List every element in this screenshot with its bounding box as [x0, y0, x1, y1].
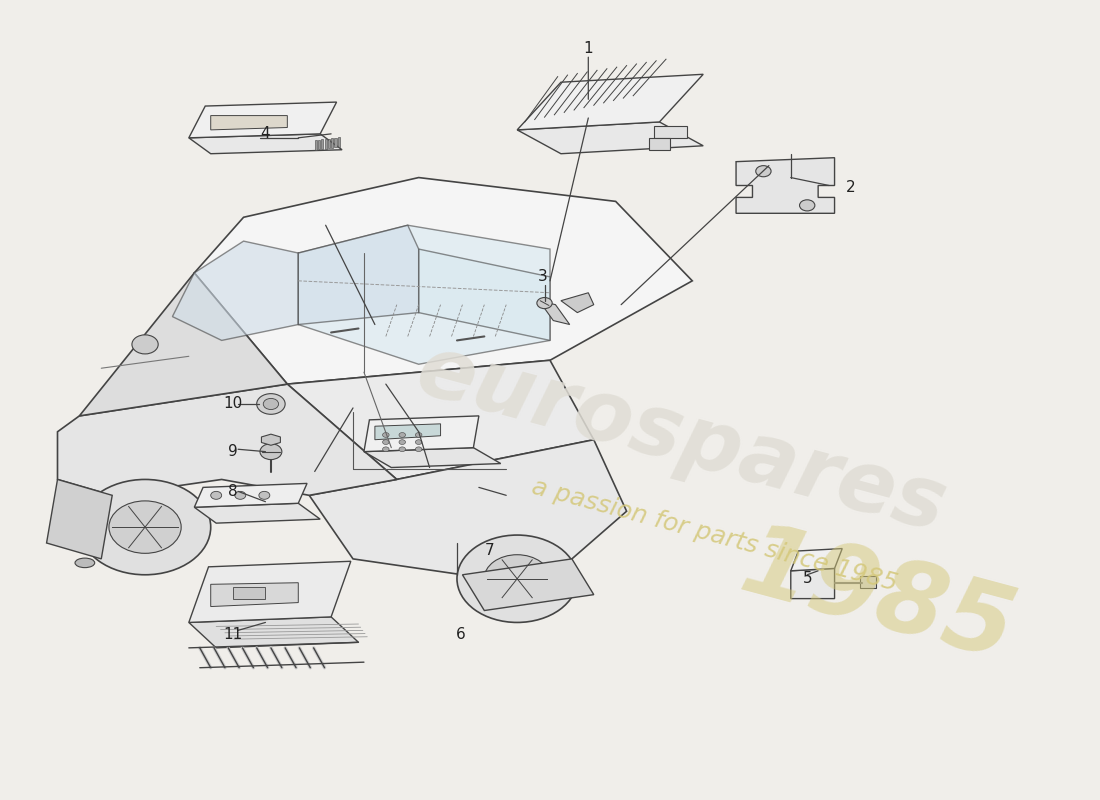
Text: a passion for parts since 1985: a passion for parts since 1985	[529, 474, 900, 595]
Polygon shape	[462, 559, 594, 610]
Polygon shape	[791, 569, 835, 598]
Polygon shape	[57, 384, 397, 495]
Polygon shape	[189, 134, 342, 154]
Polygon shape	[189, 562, 351, 622]
Polygon shape	[561, 293, 594, 313]
Polygon shape	[195, 503, 320, 523]
Polygon shape	[262, 434, 280, 446]
Polygon shape	[211, 582, 298, 606]
Bar	[318, 140, 320, 150]
Circle shape	[211, 491, 222, 499]
Bar	[334, 138, 337, 147]
Ellipse shape	[75, 558, 95, 568]
Circle shape	[756, 166, 771, 177]
Polygon shape	[309, 440, 627, 574]
Polygon shape	[364, 416, 478, 452]
Circle shape	[109, 501, 182, 554]
Circle shape	[484, 554, 550, 602]
Polygon shape	[79, 273, 287, 416]
Polygon shape	[419, 249, 550, 341]
Text: eurospares: eurospares	[408, 329, 955, 550]
Polygon shape	[189, 102, 337, 138]
Circle shape	[456, 535, 578, 622]
Text: 8: 8	[228, 484, 238, 499]
Circle shape	[399, 433, 406, 438]
Polygon shape	[539, 301, 570, 325]
Circle shape	[383, 440, 389, 445]
Bar	[338, 138, 340, 147]
Text: 9: 9	[228, 444, 238, 459]
Circle shape	[537, 298, 552, 309]
Circle shape	[263, 398, 278, 410]
Polygon shape	[298, 226, 550, 364]
Text: 4: 4	[261, 126, 271, 142]
Text: 11: 11	[223, 627, 242, 642]
Text: 1985: 1985	[732, 516, 1025, 682]
Polygon shape	[791, 549, 843, 571]
Circle shape	[383, 433, 389, 438]
Circle shape	[383, 447, 389, 452]
Circle shape	[260, 444, 282, 459]
Bar	[328, 138, 330, 148]
Bar	[315, 140, 317, 150]
Polygon shape	[364, 448, 500, 467]
Circle shape	[256, 394, 285, 414]
Text: 5: 5	[802, 571, 812, 586]
Bar	[321, 139, 323, 149]
Text: 6: 6	[455, 627, 465, 642]
Polygon shape	[649, 138, 670, 150]
Polygon shape	[654, 126, 686, 138]
Text: 1: 1	[583, 42, 593, 56]
Polygon shape	[287, 360, 594, 479]
Polygon shape	[211, 115, 287, 130]
Circle shape	[399, 447, 406, 452]
Polygon shape	[46, 479, 112, 559]
Polygon shape	[195, 178, 692, 384]
Bar	[331, 138, 333, 148]
Circle shape	[132, 335, 158, 354]
Circle shape	[416, 433, 422, 438]
Circle shape	[79, 479, 211, 574]
Polygon shape	[195, 483, 307, 507]
Text: 10: 10	[223, 397, 242, 411]
Polygon shape	[517, 74, 703, 130]
Circle shape	[416, 447, 422, 452]
Circle shape	[416, 440, 422, 445]
Text: 2: 2	[846, 179, 856, 194]
Polygon shape	[375, 424, 441, 440]
Polygon shape	[173, 241, 298, 341]
Bar	[860, 576, 876, 588]
Circle shape	[399, 440, 406, 445]
Text: 7: 7	[485, 543, 495, 558]
Polygon shape	[736, 158, 835, 214]
Circle shape	[234, 491, 245, 499]
Text: 3: 3	[538, 270, 547, 284]
Circle shape	[800, 200, 815, 211]
Polygon shape	[189, 617, 359, 648]
Polygon shape	[298, 226, 419, 325]
Circle shape	[258, 491, 270, 499]
Bar	[324, 139, 327, 149]
Bar	[232, 586, 265, 598]
Polygon shape	[517, 122, 703, 154]
